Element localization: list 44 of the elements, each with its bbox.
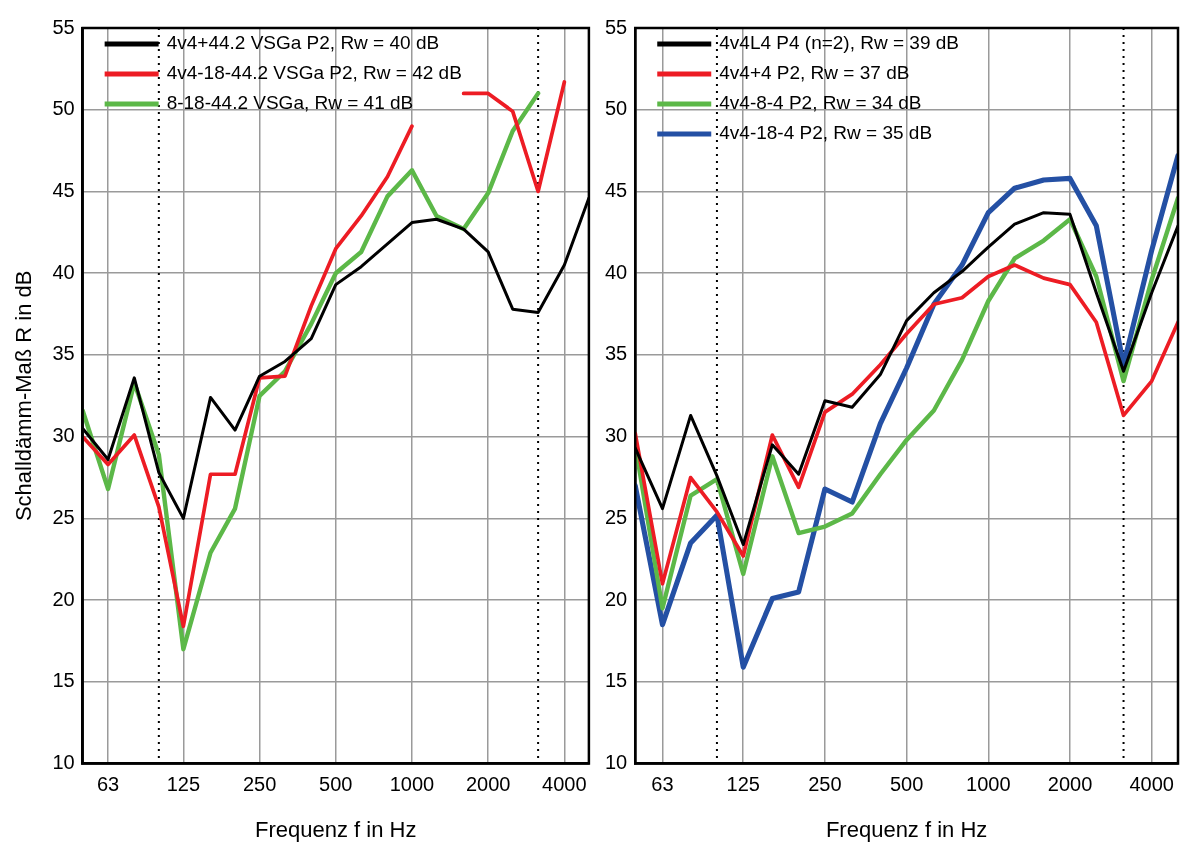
y-tick-label: 40 [52, 260, 75, 283]
x-tick-label: 4000 [542, 773, 587, 796]
y-tick-label: 15 [605, 669, 628, 692]
x-tick-label: 500 [889, 773, 924, 796]
x-tick-label: 250 [808, 773, 842, 796]
y-tick-label: 50 [52, 97, 75, 120]
x-tick-label: 1000 [389, 773, 435, 796]
x-tick-label: 63 [651, 773, 674, 796]
legend-label: 4v4-8-4 P2, Rw = 34 dB [719, 92, 922, 114]
y-tick-label: 10 [52, 751, 75, 774]
y-tick-label: 30 [52, 424, 75, 447]
y-tick-label: 25 [605, 505, 628, 528]
x-tick-label: 2000 [1047, 773, 1093, 796]
x-axis-title: Frequenz f in Hz [825, 816, 988, 842]
x-axis-title: Frequenz f in Hz [255, 816, 417, 842]
y-tick-label: 35 [52, 342, 75, 365]
legend-label: 8-18-44.2 VSGa, Rw = 41 dB [166, 92, 414, 114]
y-tick-label: 45 [52, 178, 75, 201]
x-tick-label: 4000 [1129, 773, 1174, 796]
y-tick-label: 40 [605, 260, 628, 283]
y-axis-title: Schalldämm-Maß R in dB [11, 270, 37, 522]
y-tick-label: 55 [52, 15, 75, 38]
y-tick-label: 20 [52, 587, 75, 610]
y-tick-label: 30 [605, 424, 628, 447]
y-tick-label: 25 [52, 505, 75, 528]
y-tick-label: 45 [605, 178, 628, 201]
x-tick-label: 125 [726, 773, 760, 796]
y-tick-label: 50 [605, 97, 628, 120]
legend-label: 4v4L4 P4 (n=2), Rw = 39 dB [719, 32, 960, 54]
legend-label: 4v4+4 P2, Rw = 37 dB [719, 62, 910, 84]
legend-label: 4v4-18-44.2 VSGa P2, Rw = 42 dB [166, 62, 462, 84]
x-tick-label: 125 [166, 773, 201, 796]
y-tick-label: 55 [605, 15, 628, 38]
x-tick-label: 250 [242, 773, 277, 796]
legend-label: 4v4+44.2 VSGa P2, Rw = 40 dB [166, 32, 440, 54]
legend-label: 4v4-18-4 P2, Rw = 35 dB [719, 122, 933, 144]
y-tick-label: 35 [605, 342, 628, 365]
x-tick-label: 63 [96, 773, 120, 796]
x-tick-label: 1000 [966, 773, 1011, 796]
y-tick-label: 10 [605, 751, 628, 774]
y-tick-label: 15 [52, 669, 75, 692]
x-tick-label: 500 [319, 773, 353, 796]
x-tick-label: 2000 [465, 773, 511, 796]
y-tick-label: 20 [605, 587, 628, 610]
